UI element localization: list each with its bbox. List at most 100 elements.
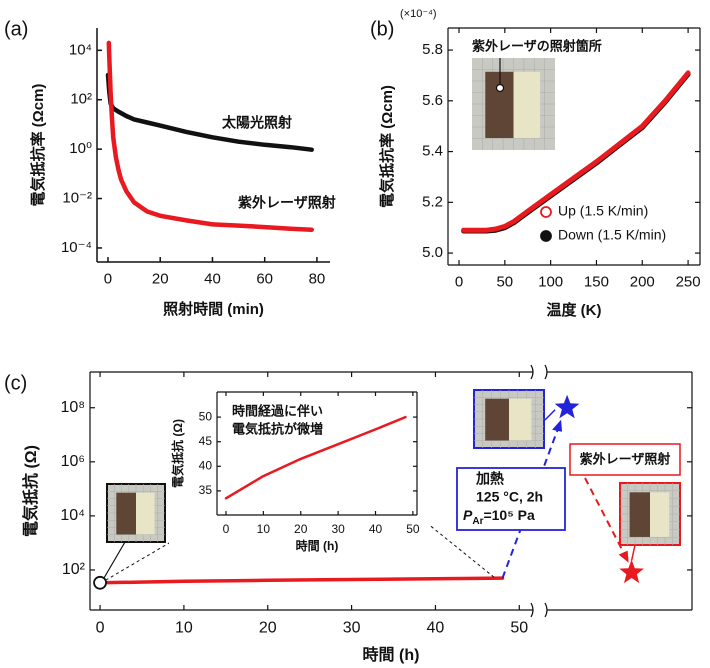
y-axis-title: 電気抵抗 (Ω) — [21, 445, 40, 537]
leader — [103, 541, 126, 579]
annotation: 125 °C, 2h — [476, 489, 543, 505]
y-axis-title: 電気抵抗率 (Ωcm) — [29, 84, 47, 207]
axis-break — [533, 602, 547, 618]
legend-label: Down (1.5 K/min) — [558, 227, 666, 243]
y-tick-label: 5.6 — [422, 92, 443, 109]
annotation-part: Ar — [472, 516, 483, 527]
x-tick-label: 20 — [259, 620, 277, 637]
axis-break — [530, 602, 548, 618]
annotation-part: =10⁵ Pa — [483, 507, 535, 523]
arrow — [501, 425, 561, 579]
x-tick-label: 80 — [309, 270, 326, 287]
photo-light — [650, 492, 670, 537]
leader — [544, 409, 556, 421]
x-tick-label: 40 — [204, 270, 221, 287]
x-tick-label: 0 — [455, 273, 463, 290]
y-tick-label: 10⁻² — [62, 190, 92, 207]
star-marker — [619, 559, 644, 584]
y-tick-label: 10² — [62, 561, 86, 578]
y-tick-label: 40 — [199, 458, 213, 472]
inset-title: 電気抵抗が微増 — [232, 421, 323, 436]
leader-dot — [495, 83, 505, 93]
x-tick-label: 40 — [369, 522, 383, 536]
x-tick-label: 50 — [406, 522, 420, 536]
x-tick-label: 50 — [496, 273, 513, 290]
x-tick-label: 10 — [175, 620, 193, 637]
y-axis-title: 電気抵抗率 (Ωcm) — [378, 85, 396, 208]
y-tick-label: 10⁸ — [60, 399, 85, 416]
scale-note: (×10⁻⁴) — [400, 8, 437, 20]
arrowhead — [552, 419, 563, 432]
inset-title: 時間経過に伴い — [232, 403, 323, 418]
x-tick-label: 250 — [676, 273, 701, 290]
x-tick-label: 0 — [104, 270, 112, 287]
axis-break — [533, 364, 547, 380]
y-tick-label: 10⁴ — [69, 41, 92, 58]
y-tick-label: 10⁶ — [61, 453, 85, 470]
annotation-box — [569, 443, 681, 476]
photo-dark — [116, 492, 136, 535]
annotation-box — [456, 467, 566, 531]
x-tick-label: 200 — [630, 273, 655, 290]
x-axis-title: 温度 (K) — [547, 301, 602, 319]
x-tick-label: 50 — [510, 620, 528, 637]
annotation: 紫外レーザ照射 — [580, 451, 671, 466]
annotation-part: P — [463, 507, 473, 523]
annotation: 紫外レーザの照射箇所 — [472, 38, 602, 53]
y-axis-title: 電気抵抗 (Ω) — [170, 419, 185, 488]
legend-marker — [540, 206, 552, 218]
y-tick-label: 35 — [199, 483, 213, 497]
annotation: PAr=10⁵ Pa — [463, 507, 535, 527]
photo-dark — [629, 492, 650, 537]
y-tick-label: 10⁰ — [69, 140, 92, 157]
data-line — [98, 576, 505, 585]
x-tick-label: 30 — [331, 522, 345, 536]
leader — [630, 544, 636, 561]
x-tick-label: 30 — [343, 620, 361, 637]
x-axis-title: 時間 (h) — [363, 645, 420, 664]
data-line — [224, 415, 407, 500]
photo-dark — [485, 71, 514, 139]
y-tick-label: 45 — [199, 434, 213, 448]
annotation: 加熱 — [475, 471, 504, 487]
y-tick-label: 10² — [70, 91, 92, 108]
x-tick-label: 150 — [584, 273, 609, 290]
y-tick-label: 10⁴ — [60, 507, 85, 524]
arrowhead — [618, 550, 629, 563]
x-tick-label: 60 — [256, 270, 273, 287]
legend-label: Up (1.5 K/min) — [558, 203, 648, 219]
x-tick-label: 0 — [96, 620, 105, 637]
axis-break — [530, 364, 548, 380]
data-line — [105, 72, 314, 152]
arrow — [584, 477, 627, 558]
x-tick-label: 40 — [427, 620, 445, 637]
connector — [416, 514, 496, 579]
legend-marker — [540, 230, 552, 242]
x-tick-label: 20 — [152, 270, 169, 287]
x-tick-label: 10 — [257, 522, 271, 536]
y-tick-label: 5.8 — [422, 41, 443, 58]
y-tick-label: 50 — [199, 409, 213, 423]
x-axis-title: 照射時間 (min) — [163, 300, 264, 318]
x-tick-label: 100 — [538, 273, 563, 290]
x-axis-title: 時間 (h) — [296, 538, 339, 553]
panel-label: (b) — [370, 18, 394, 40]
data-line — [461, 70, 691, 233]
series-label: 太陽光照射 — [222, 115, 292, 131]
x-tick-label: 20 — [294, 522, 308, 536]
photo-light — [509, 398, 532, 441]
panel-label: (a) — [4, 18, 28, 40]
inset-background — [169, 388, 429, 563]
data-line — [106, 40, 314, 232]
y-tick-label: 10⁻⁴ — [61, 239, 92, 256]
photo-dark — [485, 398, 509, 441]
start-marker — [93, 575, 107, 590]
photo-light — [513, 71, 541, 139]
y-tick-label: 5.0 — [422, 244, 443, 261]
photo-light — [136, 492, 155, 535]
star-marker — [554, 394, 580, 419]
panel-label: (c) — [4, 372, 27, 394]
series-label: 紫外レーザ照射 — [238, 195, 336, 211]
y-tick-label: 5.2 — [422, 193, 443, 210]
